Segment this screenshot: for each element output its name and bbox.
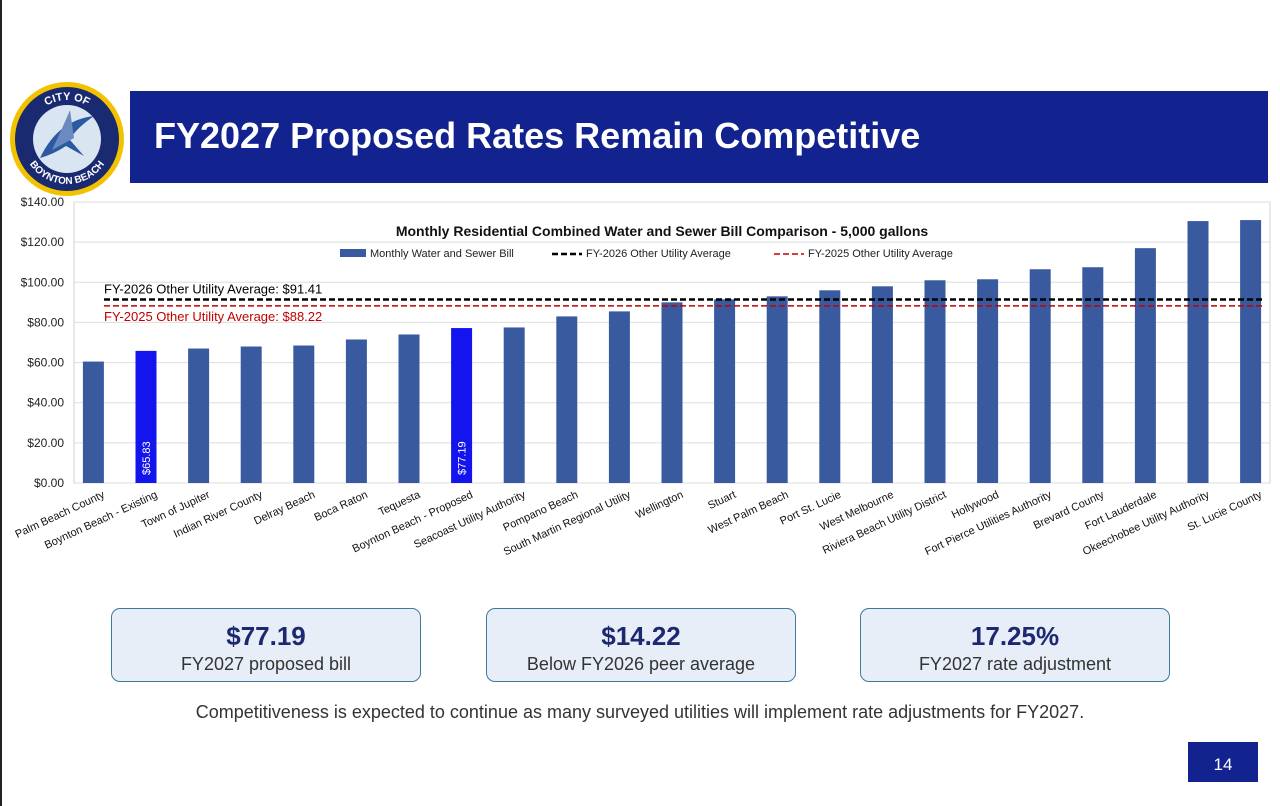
y-tick-label: $100.00 <box>21 275 65 289</box>
stat-value: $77.19 <box>226 621 306 651</box>
y-tick-label: $20.00 <box>27 436 64 450</box>
slide-title: FY2027 Proposed Rates Remain Competitive <box>154 115 921 156</box>
reference-line-label: FY-2025 Other Utility Average: $88.22 <box>104 309 322 324</box>
y-tick-label: $40.00 <box>27 396 64 410</box>
bar <box>556 316 578 483</box>
y-tick-label: $60.00 <box>27 356 64 370</box>
page-number: 14 <box>1188 742 1258 782</box>
stat-value: $14.22 <box>601 621 681 651</box>
bar <box>871 286 893 483</box>
bar <box>1134 248 1156 483</box>
slide-left-border <box>0 0 2 806</box>
bar <box>240 346 262 483</box>
x-tick-label: Boca Raton <box>312 489 369 524</box>
bar <box>1082 267 1104 483</box>
bar <box>451 328 473 483</box>
legend-label-bar: Monthly Water and Sewer Bill <box>370 248 514 260</box>
bar <box>293 345 315 483</box>
chart-title: Monthly Residential Combined Water and S… <box>396 223 929 239</box>
y-tick-label: $0.00 <box>34 476 64 490</box>
reference-line-label: FY-2026 Other Utility Average: $91.41 <box>104 282 322 297</box>
stat-box-below-average: $14.22 Below FY2026 peer average <box>486 608 796 682</box>
bar <box>924 280 946 483</box>
x-tick-label: Indian River County <box>172 489 265 541</box>
bar-data-label: $65.83 <box>141 441 153 475</box>
stat-value: 17.25% <box>970 621 1060 651</box>
stat-label: Below FY2026 peer average <box>526 654 756 674</box>
bar <box>1240 220 1262 484</box>
y-tick-label: $120.00 <box>21 235 65 249</box>
stat-label: FY2027 proposed bill <box>180 654 352 674</box>
stat-label: FY2027 rate adjustment <box>918 654 1112 674</box>
y-tick-label: $140.00 <box>21 195 65 209</box>
x-tick-label: Wellington <box>634 489 685 522</box>
bar <box>135 350 157 483</box>
stat-box-proposed-bill: $77.19 FY2027 proposed bill <box>111 608 421 682</box>
title-banner: FY2027 Proposed Rates Remain Competitive <box>130 91 1268 183</box>
legend-label-fy2026: FY-2026 Other Utility Average <box>586 248 731 260</box>
bar <box>398 334 420 483</box>
bar <box>82 361 104 483</box>
bar <box>661 302 683 483</box>
footnote: Competitiveness is expected to continue … <box>195 702 1085 722</box>
city-seal-logo: CITY OF BOYNTON BEACH <box>10 82 124 196</box>
bar <box>188 348 210 483</box>
bar <box>819 290 841 483</box>
x-tick-label: Stuart <box>706 489 738 512</box>
bar <box>766 296 788 483</box>
bar <box>977 279 999 483</box>
bar <box>714 299 736 483</box>
y-tick-label: $80.00 <box>27 315 64 329</box>
bar <box>1029 269 1051 483</box>
bar <box>1187 221 1209 483</box>
bill-comparison-chart: $0.00 $20.00 $40.00 $60.00 $80.00 $100.00 $120… <box>13 195 1271 558</box>
bar <box>503 327 525 483</box>
legend-swatch-bar <box>340 249 366 257</box>
stat-box-rate-adjustment: 17.25% FY2027 rate adjustment <box>860 608 1170 682</box>
bar-data-label: $77.19 <box>457 441 469 475</box>
bar <box>345 339 367 483</box>
bar <box>608 311 630 483</box>
legend-label-fy2025: FY-2025 Other Utility Average <box>808 248 953 260</box>
